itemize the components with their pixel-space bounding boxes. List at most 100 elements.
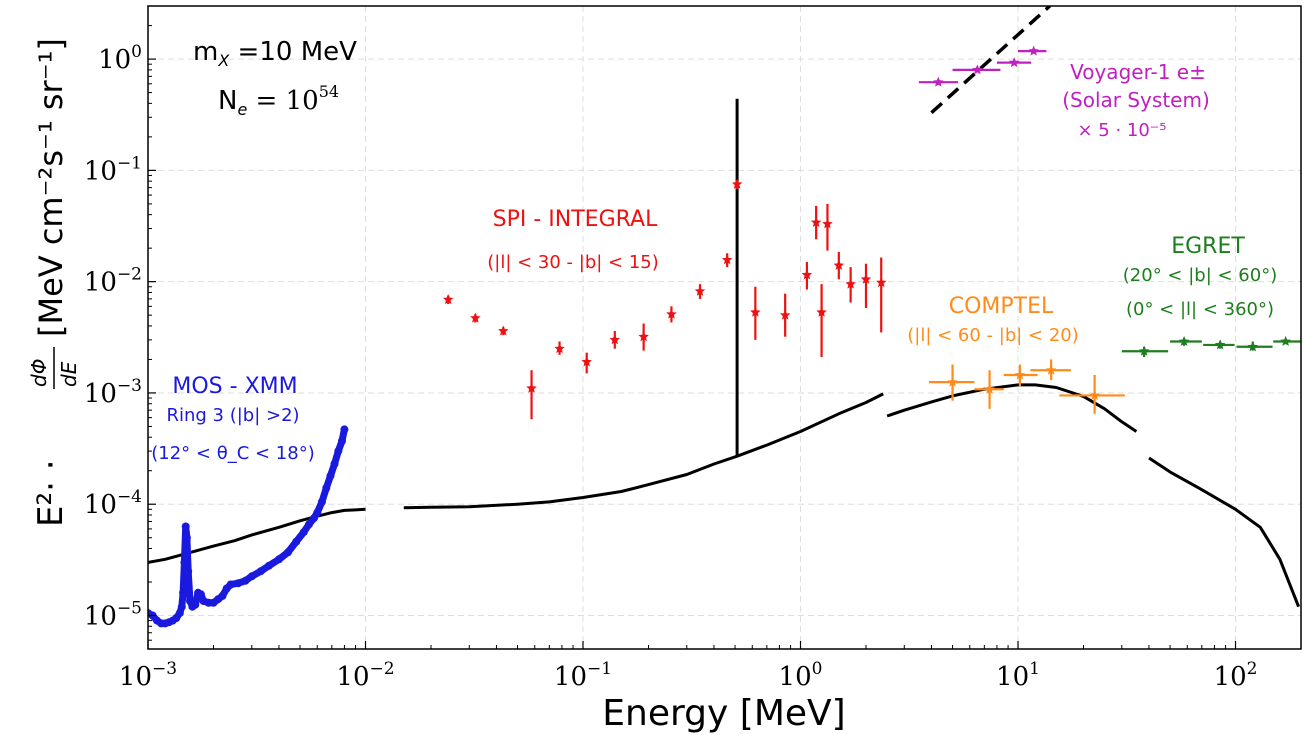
egret-label: EGRET — [1171, 234, 1245, 259]
spi-integral-point — [638, 331, 649, 342]
comptel-label: COMPTEL — [949, 294, 1054, 319]
y-axis-title-num: dΦ — [27, 359, 51, 387]
y-tick-label: 10−3 — [84, 376, 142, 409]
spi-integral-point — [721, 254, 733, 265]
x-axis-title: Energy [MeV] — [602, 693, 845, 734]
x-tick-label: 10−2 — [336, 659, 394, 692]
egret-point — [1138, 345, 1150, 356]
mos-xmm-point — [305, 520, 313, 529]
mos-xmm-point — [179, 588, 188, 597]
voyager-1-point — [1008, 57, 1020, 68]
spi-region-label: (|l| < 30 - |b| < 15) — [487, 252, 659, 273]
plot-area — [148, 6, 1301, 628]
voyager-label: Voyager-1 e± — [1070, 60, 1206, 84]
spi-integral-point — [816, 306, 827, 317]
mos-xmm-point — [326, 471, 335, 480]
mos-xmm-point — [184, 567, 193, 576]
ne-annotation: Ne = 1054 — [218, 82, 339, 119]
spi-integral-point — [694, 285, 706, 296]
mos-label: MOS - XMM — [172, 374, 297, 399]
spi-integral-point — [750, 306, 761, 317]
model-line-segment — [1148, 456, 1300, 608]
comptel-region-label: (|l| < 60 - |b| < 20) — [907, 325, 1079, 346]
mos-xmm-point — [175, 609, 184, 618]
mos-xmm-point — [234, 579, 243, 588]
y-axis-title-den: dE — [57, 361, 81, 387]
egret-point — [1214, 339, 1226, 350]
y-tick-label: 10−5 — [84, 599, 142, 632]
model-line-segment — [886, 383, 1138, 433]
mos-xmm-point — [313, 508, 322, 517]
comptel-point — [1045, 364, 1057, 375]
comptel-point — [1089, 389, 1100, 400]
mos-xmm-point — [340, 425, 349, 434]
y-axis-title-e2: E²· · — [31, 459, 71, 527]
x-tick-label: 100 — [779, 659, 823, 692]
egret-region1-label: (20° < |b| < 60°) — [1123, 265, 1277, 286]
voyager-1-point — [972, 64, 983, 75]
egret-point — [1247, 341, 1258, 352]
comptel-point — [984, 383, 995, 394]
spi-integral-point — [554, 343, 565, 354]
egret-region2-label: (0° < |l| < 360°) — [1126, 299, 1274, 320]
spi-integral-point — [845, 278, 856, 289]
mos-xmm-point — [218, 591, 227, 600]
egret-point — [1178, 336, 1190, 346]
mos-xmm-point — [330, 460, 339, 468]
mos-xmm-point — [284, 548, 292, 557]
mos-xmm-point — [256, 567, 265, 576]
axis-ticks: 10−3 10−2 10−1 100 101 102 10−5 10−4 10−3 10−2 10−… — [84, 5, 1302, 692]
plot-frame — [147, 5, 1302, 650]
y-tick-label: 10−2 — [84, 265, 142, 298]
mos-xmm-point — [180, 558, 189, 567]
voyager-scale-label: × 5 · 10⁻⁵ — [1077, 120, 1166, 141]
egret-point — [1280, 336, 1291, 346]
y-tick-label: 100 — [98, 42, 142, 75]
y-axis-title-units: [MeV cm⁻²s⁻¹ sr⁻¹] — [32, 38, 70, 337]
spi-integral-point — [526, 382, 537, 393]
spi-integral-point — [801, 269, 813, 280]
mos-xmm-point — [177, 602, 186, 611]
mos-xmm-point — [322, 484, 331, 492]
mos-xmm-point — [265, 561, 273, 570]
mos-ring-label: Ring 3 (|b| >2) — [166, 405, 299, 426]
mos-region-label: (12° < θ_C < 18°) — [151, 443, 315, 464]
mos-xmm-point — [275, 555, 283, 564]
mos-xmm-point — [241, 576, 250, 585]
spi-integral-point — [443, 294, 454, 304]
mos-xmm-point — [338, 437, 346, 445]
model-line-segment — [148, 507, 366, 564]
mos-xmm-point — [226, 580, 235, 589]
mos-xmm-point — [292, 537, 301, 546]
voyager-1-point — [1028, 45, 1039, 56]
spi-integral-point — [581, 356, 592, 367]
mos-xmm-point — [196, 590, 205, 599]
y-tick-label: 10−1 — [84, 153, 142, 186]
model-line-segment — [403, 392, 884, 510]
mos-xmm-point — [191, 600, 200, 609]
spi-integral-point — [810, 217, 822, 227]
mass-annotation: mX =10 MeV — [193, 37, 357, 70]
spi-integral-point — [860, 273, 872, 284]
x-tick-label: 102 — [1214, 659, 1258, 692]
mos-xmm-point — [317, 497, 326, 506]
comptel-point — [947, 376, 958, 387]
spi-integral-point — [779, 309, 791, 320]
voyager-power-law — [930, 6, 1051, 114]
grid — [147, 6, 1301, 649]
voyager-region-label: (Solar System) — [1062, 88, 1210, 112]
x-tick-label: 101 — [996, 659, 1040, 692]
spi-integral-point — [609, 334, 620, 345]
mos-xmm-point — [334, 447, 343, 456]
mos-xmm-point — [299, 528, 308, 537]
mos-xmm-point — [182, 533, 191, 542]
x-tick-label: 10−1 — [554, 659, 612, 692]
voyager-1-point — [933, 76, 944, 87]
spi-integral-point — [470, 312, 481, 323]
spi-label: SPI - INTEGRAL — [493, 207, 658, 232]
comptel-point — [1014, 369, 1026, 380]
spi-integral-point — [876, 277, 887, 288]
y-tick-label: 10−4 — [84, 487, 142, 520]
spi-integral-point — [833, 259, 844, 270]
mos-xmm-point — [247, 572, 256, 581]
